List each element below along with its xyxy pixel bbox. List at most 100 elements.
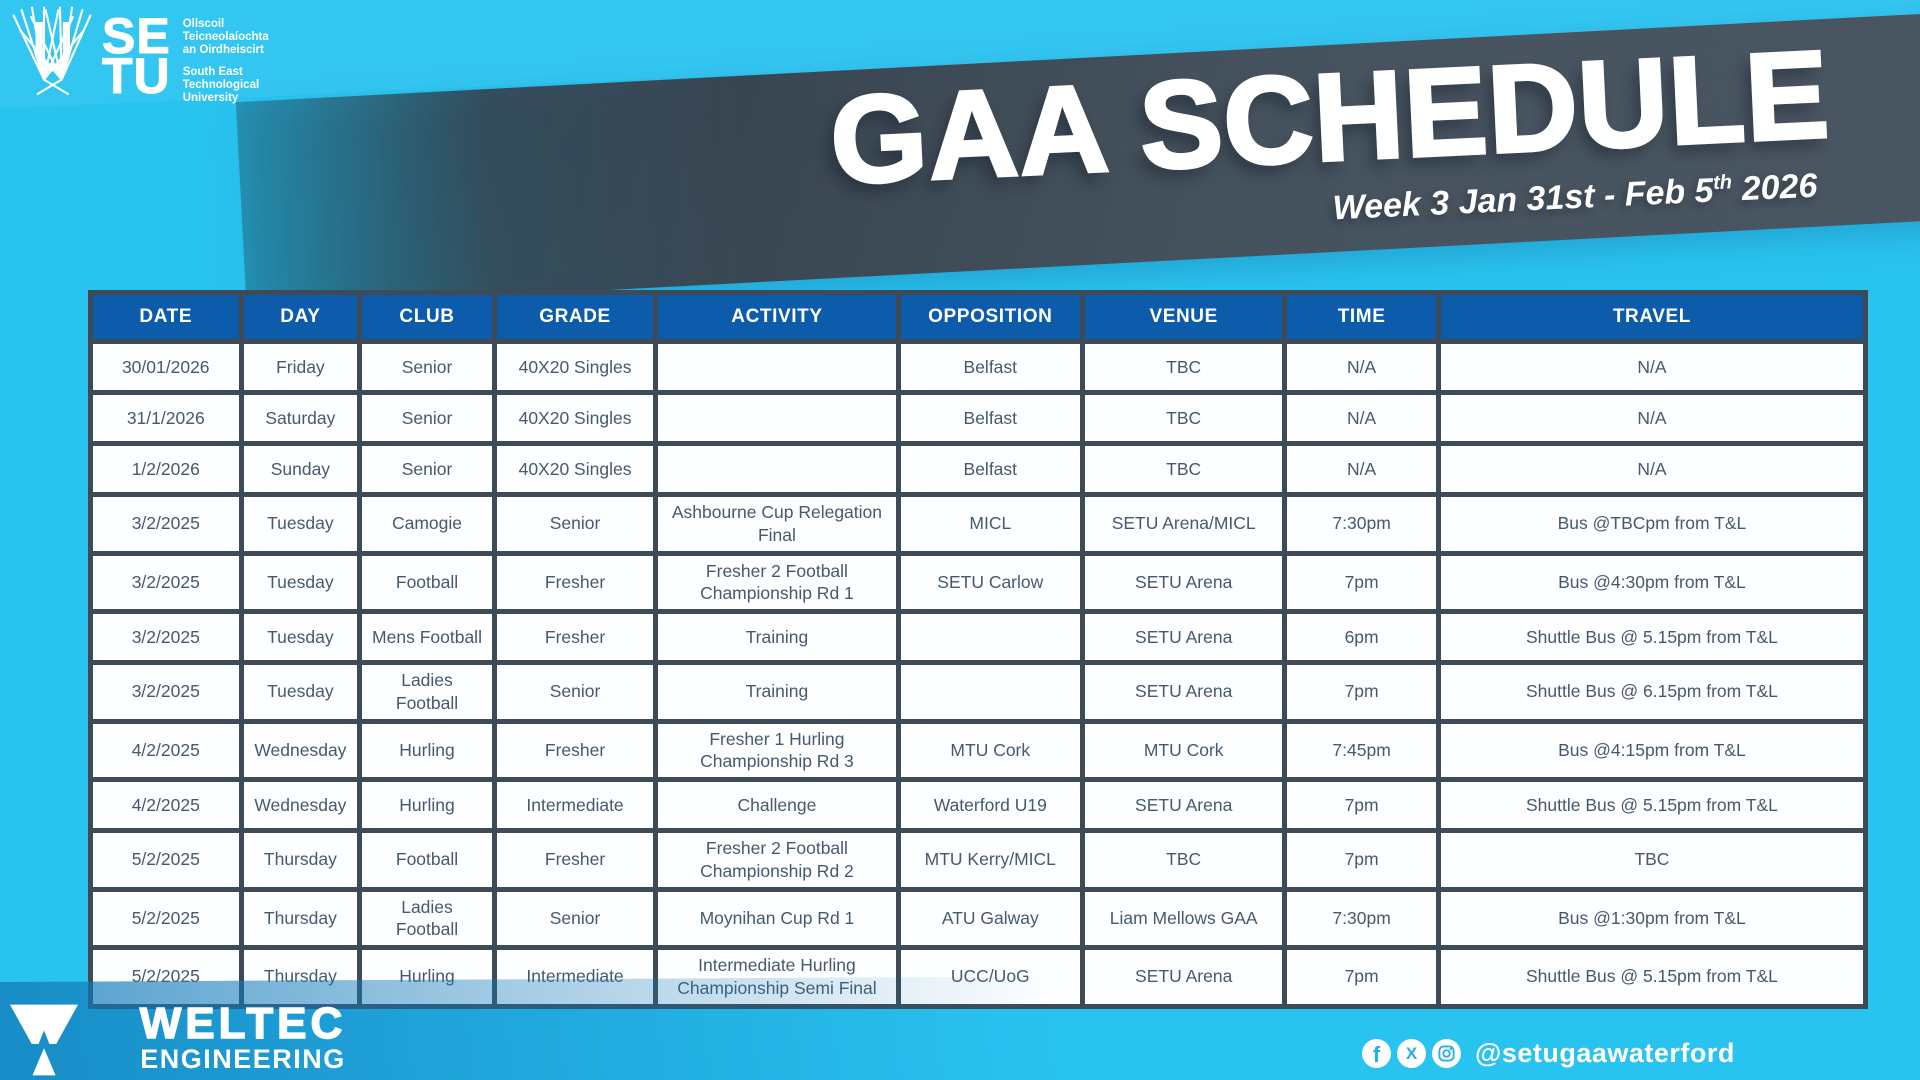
cell-opposition bbox=[895, 609, 1086, 665]
cell-travel: N/A bbox=[1435, 339, 1869, 395]
cell-day: Wednesday bbox=[238, 777, 363, 833]
cell-time: 7:30pm bbox=[1282, 492, 1441, 556]
cell-activity: Training bbox=[653, 660, 901, 724]
cell-date: 3/2/2025 bbox=[88, 660, 244, 724]
cell-venue: SETU Arena bbox=[1079, 660, 1288, 724]
table-row: 31/1/2026 Saturday Senior 40X20 Singles Belf… bbox=[88, 390, 1869, 446]
cell-grade: 40X20 Singles bbox=[491, 339, 659, 395]
cell-opposition: ATU Galway bbox=[895, 886, 1086, 950]
cell-club: Senior bbox=[357, 390, 497, 446]
weltec-subtitle: ENGINEERING bbox=[140, 1044, 346, 1074]
cell-time: 7pm bbox=[1282, 828, 1441, 892]
facebook-icon[interactable]: f bbox=[1362, 1039, 1391, 1068]
cell-venue: SETU Arena bbox=[1079, 777, 1288, 833]
cell-venue: SETU Arena bbox=[1079, 550, 1288, 614]
social-handle: @setugaawaterford bbox=[1475, 1038, 1735, 1068]
cell-activity bbox=[653, 390, 901, 446]
cell-opposition: Waterford U19 bbox=[895, 777, 1086, 833]
cell-club: Ladies Football bbox=[357, 886, 497, 950]
cell-opposition: Belfast bbox=[895, 390, 1086, 446]
column-header-date: DATE bbox=[88, 290, 244, 344]
cell-activity: Ashbourne Cup Relegation Final bbox=[653, 492, 901, 556]
social-bar: f X @setugaawaterford bbox=[1362, 1038, 1735, 1069]
setu-acronym: SE TU bbox=[102, 8, 171, 104]
cell-club: Hurling bbox=[357, 718, 497, 782]
cell-grade: Intermediate bbox=[491, 777, 659, 833]
cell-date: 5/2/2025 bbox=[88, 828, 244, 892]
cell-date: 3/2/2025 bbox=[88, 550, 244, 614]
cell-day: Tuesday bbox=[238, 609, 363, 665]
table-row: 3/2/2025 Tuesday Mens Football Fresher Train… bbox=[88, 609, 1869, 665]
cell-travel: Bus @4:30pm from T&L bbox=[1435, 550, 1869, 614]
x-icon[interactable]: X bbox=[1397, 1039, 1426, 1068]
cell-date: 3/2/2025 bbox=[88, 492, 244, 556]
cell-travel: Bus @TBCpm from T&L bbox=[1435, 492, 1869, 556]
column-header-opposition: OPPOSITION bbox=[895, 290, 1086, 344]
cell-grade: Senior bbox=[491, 660, 659, 724]
cell-venue: TBC bbox=[1079, 828, 1288, 892]
column-header-grade: GRADE bbox=[491, 290, 659, 344]
cell-opposition: MTU Cork bbox=[895, 718, 1086, 782]
cell-travel: Shuttle Bus @ 6.15pm from T&L bbox=[1435, 660, 1869, 724]
cell-grade: Fresher bbox=[491, 609, 659, 665]
cell-activity: Moynihan Cup Rd 1 bbox=[653, 886, 901, 950]
cell-time: 7:30pm bbox=[1282, 886, 1441, 950]
cell-day: Friday bbox=[238, 339, 363, 395]
column-header-time: TIME bbox=[1282, 290, 1441, 344]
column-header-day: DAY bbox=[238, 290, 363, 344]
cell-day: Thursday bbox=[238, 886, 363, 950]
cell-date: 1/2/2026 bbox=[88, 441, 244, 497]
cell-opposition: SETU Carlow bbox=[895, 550, 1086, 614]
schedule-table: DATE DAY CLUB GRADE ACTIVITY OPPOSITION VENUE T… bbox=[88, 290, 1869, 1009]
cell-venue: TBC bbox=[1079, 390, 1288, 446]
cell-time: N/A bbox=[1282, 339, 1441, 395]
weltec-logo: WELTEC ENGINEERING bbox=[10, 1001, 386, 1080]
cell-activity bbox=[653, 441, 901, 497]
setu-names: Ollscoil Teicneolaíochta an Oirdheiscirt… bbox=[182, 18, 269, 104]
cell-grade: 40X20 Singles bbox=[491, 390, 659, 446]
cell-date: 4/2/2025 bbox=[88, 777, 244, 833]
cell-club: Senior bbox=[357, 441, 497, 497]
cell-grade: Senior bbox=[491, 492, 659, 556]
cell-venue: MTU Cork bbox=[1079, 718, 1288, 782]
table-row: 5/2/2025 Thursday Ladies Football Senior Moy… bbox=[88, 886, 1869, 950]
table-row: 1/2/2026 Sunday Senior 40X20 Singles Belfast… bbox=[88, 441, 1869, 497]
column-header-venue: VENUE bbox=[1079, 290, 1288, 344]
cell-time: N/A bbox=[1282, 441, 1441, 497]
footer-shade bbox=[0, 972, 1920, 1080]
table-row: 4/2/2025 Wednesday Hurling Fresher Fresher 1… bbox=[88, 718, 1869, 782]
cell-time: 7:45pm bbox=[1282, 718, 1441, 782]
cell-club: Camogie bbox=[357, 492, 497, 556]
cell-grade: Fresher bbox=[491, 718, 659, 782]
cell-date: 31/1/2026 bbox=[88, 390, 244, 446]
table-row: 4/2/2025 Wednesday Hurling Intermediate Chal… bbox=[88, 777, 1869, 833]
cell-club: Football bbox=[357, 828, 497, 892]
table-row: 30/01/2026 Friday Senior 40X20 Singles Belfa… bbox=[88, 339, 1869, 395]
schedule-table-wrapper: DATE DAY CLUB GRADE ACTIVITY OPPOSITION VENUE T… bbox=[88, 290, 1869, 1009]
cell-travel: Bus @1:30pm from T&L bbox=[1435, 886, 1869, 950]
table-row: 5/2/2025 Thursday Football Fresher Fresher 2… bbox=[88, 828, 1869, 892]
cell-travel: TBC bbox=[1435, 828, 1869, 892]
cell-time: 7pm bbox=[1282, 777, 1441, 833]
setu-logo: SE TU Ollscoil Teicneolaíochta an Oirdhe… bbox=[12, 6, 269, 114]
cell-grade: Senior bbox=[491, 886, 659, 950]
cell-grade: 40X20 Singles bbox=[491, 441, 659, 497]
cell-date: 5/2/2025 bbox=[88, 886, 244, 950]
weltec-mark-icon bbox=[10, 1004, 78, 1076]
cell-activity: Fresher 1 Hurling Championship Rd 3 bbox=[653, 718, 901, 782]
column-header-activity: ACTIVITY bbox=[653, 290, 901, 344]
cell-activity: Fresher 2 Football Championship Rd 2 bbox=[653, 828, 901, 892]
cell-club: Hurling bbox=[357, 777, 497, 833]
cell-activity: Fresher 2 Football Championship Rd 1 bbox=[653, 550, 901, 614]
setu-starburst-icon bbox=[12, 6, 92, 96]
instagram-icon[interactable] bbox=[1432, 1039, 1461, 1068]
cell-opposition: Belfast bbox=[895, 339, 1086, 395]
cell-opposition: Belfast bbox=[895, 441, 1086, 497]
cell-date: 4/2/2025 bbox=[88, 718, 244, 782]
cell-day: Wednesday bbox=[238, 718, 363, 782]
cell-club: Senior bbox=[357, 339, 497, 395]
cell-opposition bbox=[895, 660, 1086, 724]
cell-day: Saturday bbox=[238, 390, 363, 446]
cell-activity: Training bbox=[653, 609, 901, 665]
table-row: 3/2/2025 Tuesday Ladies Football Senior Trai… bbox=[88, 660, 1869, 724]
